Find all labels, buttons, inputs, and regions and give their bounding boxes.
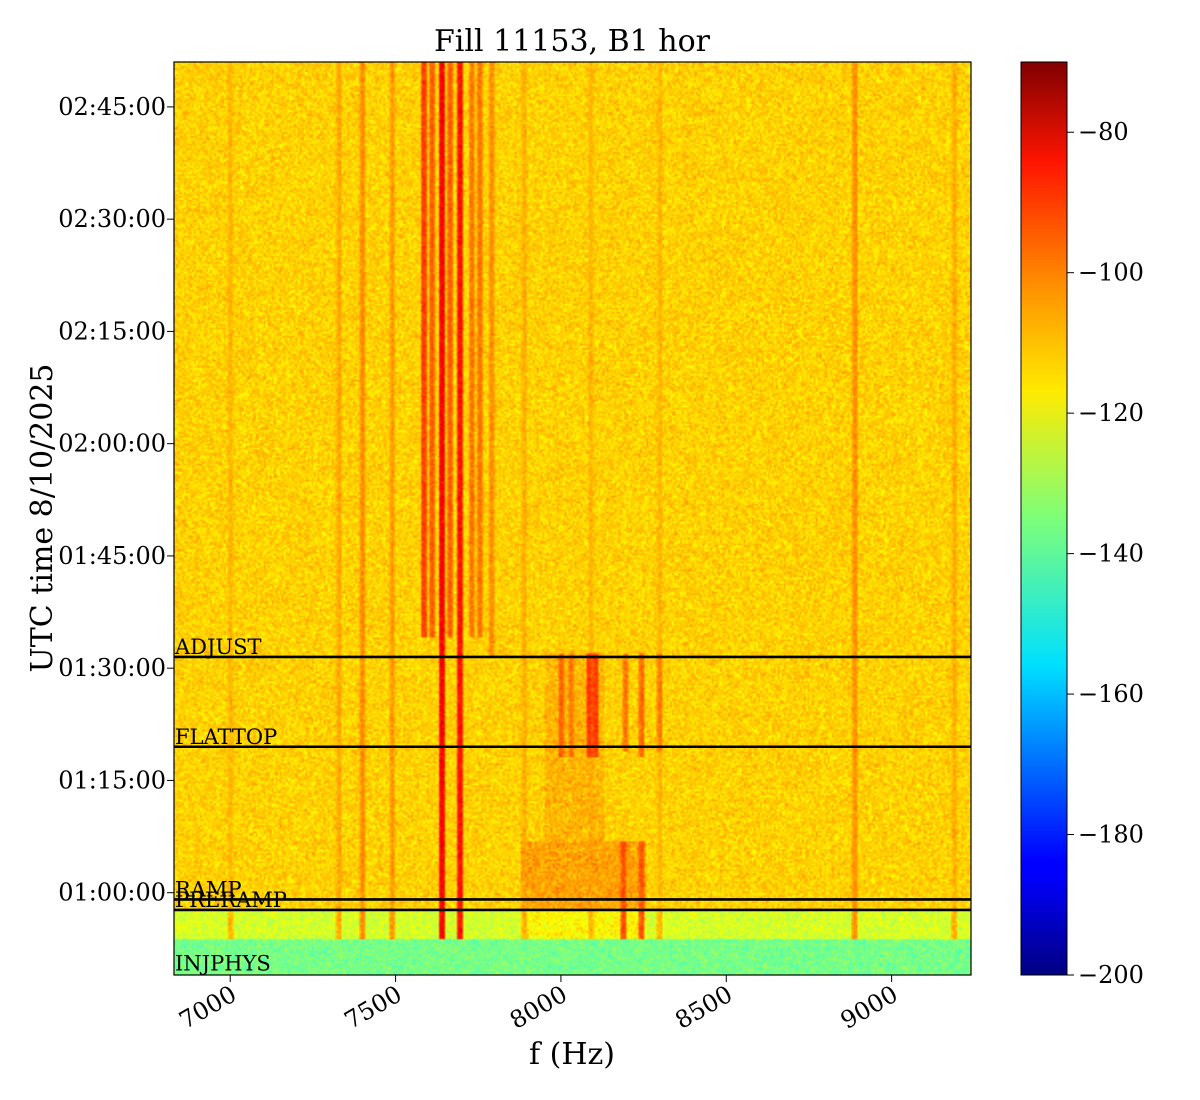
chart-title: Fill 11153, B1 hor <box>434 24 711 59</box>
colorbar-tick-label: −180 <box>1078 821 1144 849</box>
y-tick-label: 01:45:00 <box>58 542 166 570</box>
colorbar-tick-label: −140 <box>1078 540 1144 568</box>
plot-area: ADJUSTFLATTOPRAMPPRERAMPINJPHYS <box>174 62 971 976</box>
x-tick-label: 9000 <box>836 980 903 1035</box>
colorbar-tick-label: −160 <box>1078 680 1144 708</box>
colorbar-ticks: −80 −100 −120 −140 −160 −180 −200 <box>1067 118 1144 989</box>
x-tick-label: 8000 <box>505 980 572 1035</box>
colorbar-tick-label: −100 <box>1078 259 1144 287</box>
x-tick-label: 7000 <box>174 980 241 1035</box>
x-tick-label: 7500 <box>340 980 407 1035</box>
x-axis-ticks: 7000 7500 8000 8500 9000 <box>174 975 902 1035</box>
x-axis-label: f (Hz) <box>529 1037 615 1072</box>
y-axis-ticks: 01:00:00 01:15:00 01:30:00 01:45:00 02:00:00… <box>58 93 174 907</box>
beam-mode-label-injphys: INJPHYS <box>175 952 271 976</box>
colorbar-tick-label: −120 <box>1078 399 1144 427</box>
colorbar-tick-label: −80 <box>1078 118 1129 146</box>
beam-mode-label-flattop: FLATTOP <box>175 725 277 749</box>
y-tick-label: 01:30:00 <box>58 654 166 682</box>
x-tick-label: 8500 <box>670 980 737 1035</box>
colorbar-gradient <box>1021 62 1067 975</box>
colorbar-tick-label: −200 <box>1078 961 1144 989</box>
beam-mode-label-adjust: ADJUST <box>174 635 262 659</box>
y-tick-label: 02:15:00 <box>58 317 166 345</box>
spectrogram-heatmap <box>174 62 971 975</box>
beam-mode-label-preramp: PRERAMP <box>175 888 287 912</box>
y-tick-label: 02:00:00 <box>58 430 166 458</box>
y-tick-label: 01:00:00 <box>58 879 166 907</box>
y-tick-label: 02:30:00 <box>58 205 166 233</box>
y-axis-label: UTC time 8/10/2025 <box>25 364 60 673</box>
y-tick-label: 02:45:00 <box>58 93 166 121</box>
y-tick-label: 01:15:00 <box>58 766 166 794</box>
colorbar: −80 −100 −120 −140 −160 −180 −200 <box>1021 62 1144 989</box>
